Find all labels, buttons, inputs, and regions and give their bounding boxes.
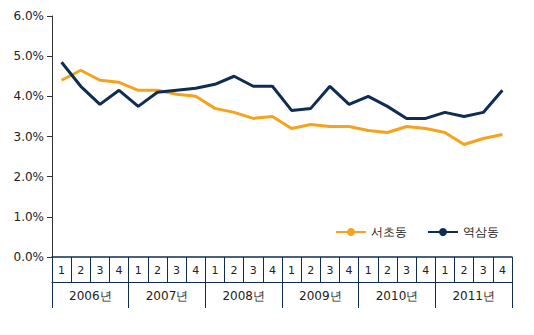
svg-text:2009년: 2009년 bbox=[299, 289, 342, 303]
svg-text:4: 4 bbox=[192, 264, 199, 277]
svg-text:2: 2 bbox=[154, 264, 161, 277]
svg-text:2006년: 2006년 bbox=[69, 289, 112, 303]
svg-text:3: 3 bbox=[480, 264, 487, 277]
svg-text:2010년: 2010년 bbox=[376, 289, 419, 303]
svg-text:5.0%: 5.0% bbox=[14, 49, 45, 63]
svg-text:1: 1 bbox=[58, 264, 65, 277]
svg-text:2: 2 bbox=[307, 264, 314, 277]
svg-text:2: 2 bbox=[384, 264, 391, 277]
svg-text:3: 3 bbox=[96, 264, 103, 277]
svg-text:4: 4 bbox=[422, 264, 429, 277]
svg-text:1: 1 bbox=[441, 264, 448, 277]
svg-text:4.0%: 4.0% bbox=[14, 89, 45, 103]
svg-text:4: 4 bbox=[499, 264, 506, 277]
svg-text:3: 3 bbox=[250, 264, 257, 277]
svg-text:1: 1 bbox=[288, 264, 295, 277]
svg-text:4: 4 bbox=[269, 264, 276, 277]
svg-text:2011년: 2011년 bbox=[452, 289, 495, 303]
svg-text:3: 3 bbox=[173, 264, 180, 277]
svg-text:서초동: 서초동 bbox=[371, 225, 407, 239]
svg-text:4: 4 bbox=[116, 264, 123, 277]
svg-text:2.0%: 2.0% bbox=[14, 170, 45, 184]
svg-text:2: 2 bbox=[231, 264, 238, 277]
svg-text:2: 2 bbox=[77, 264, 84, 277]
svg-text:1.0%: 1.0% bbox=[14, 210, 45, 224]
svg-text:2008년: 2008년 bbox=[222, 289, 265, 303]
svg-text:3: 3 bbox=[403, 264, 410, 277]
svg-text:역삼동: 역삼동 bbox=[463, 225, 499, 239]
svg-text:1: 1 bbox=[135, 264, 142, 277]
svg-text:2: 2 bbox=[461, 264, 468, 277]
svg-text:1: 1 bbox=[211, 264, 218, 277]
svg-text:3.0%: 3.0% bbox=[14, 130, 45, 144]
svg-text:0.0%: 0.0% bbox=[14, 250, 45, 264]
svg-text:1: 1 bbox=[365, 264, 372, 277]
svg-text:2007년: 2007년 bbox=[146, 289, 189, 303]
svg-text:6.0%: 6.0% bbox=[14, 9, 45, 23]
svg-text:4: 4 bbox=[346, 264, 353, 277]
svg-text:3: 3 bbox=[326, 264, 333, 277]
